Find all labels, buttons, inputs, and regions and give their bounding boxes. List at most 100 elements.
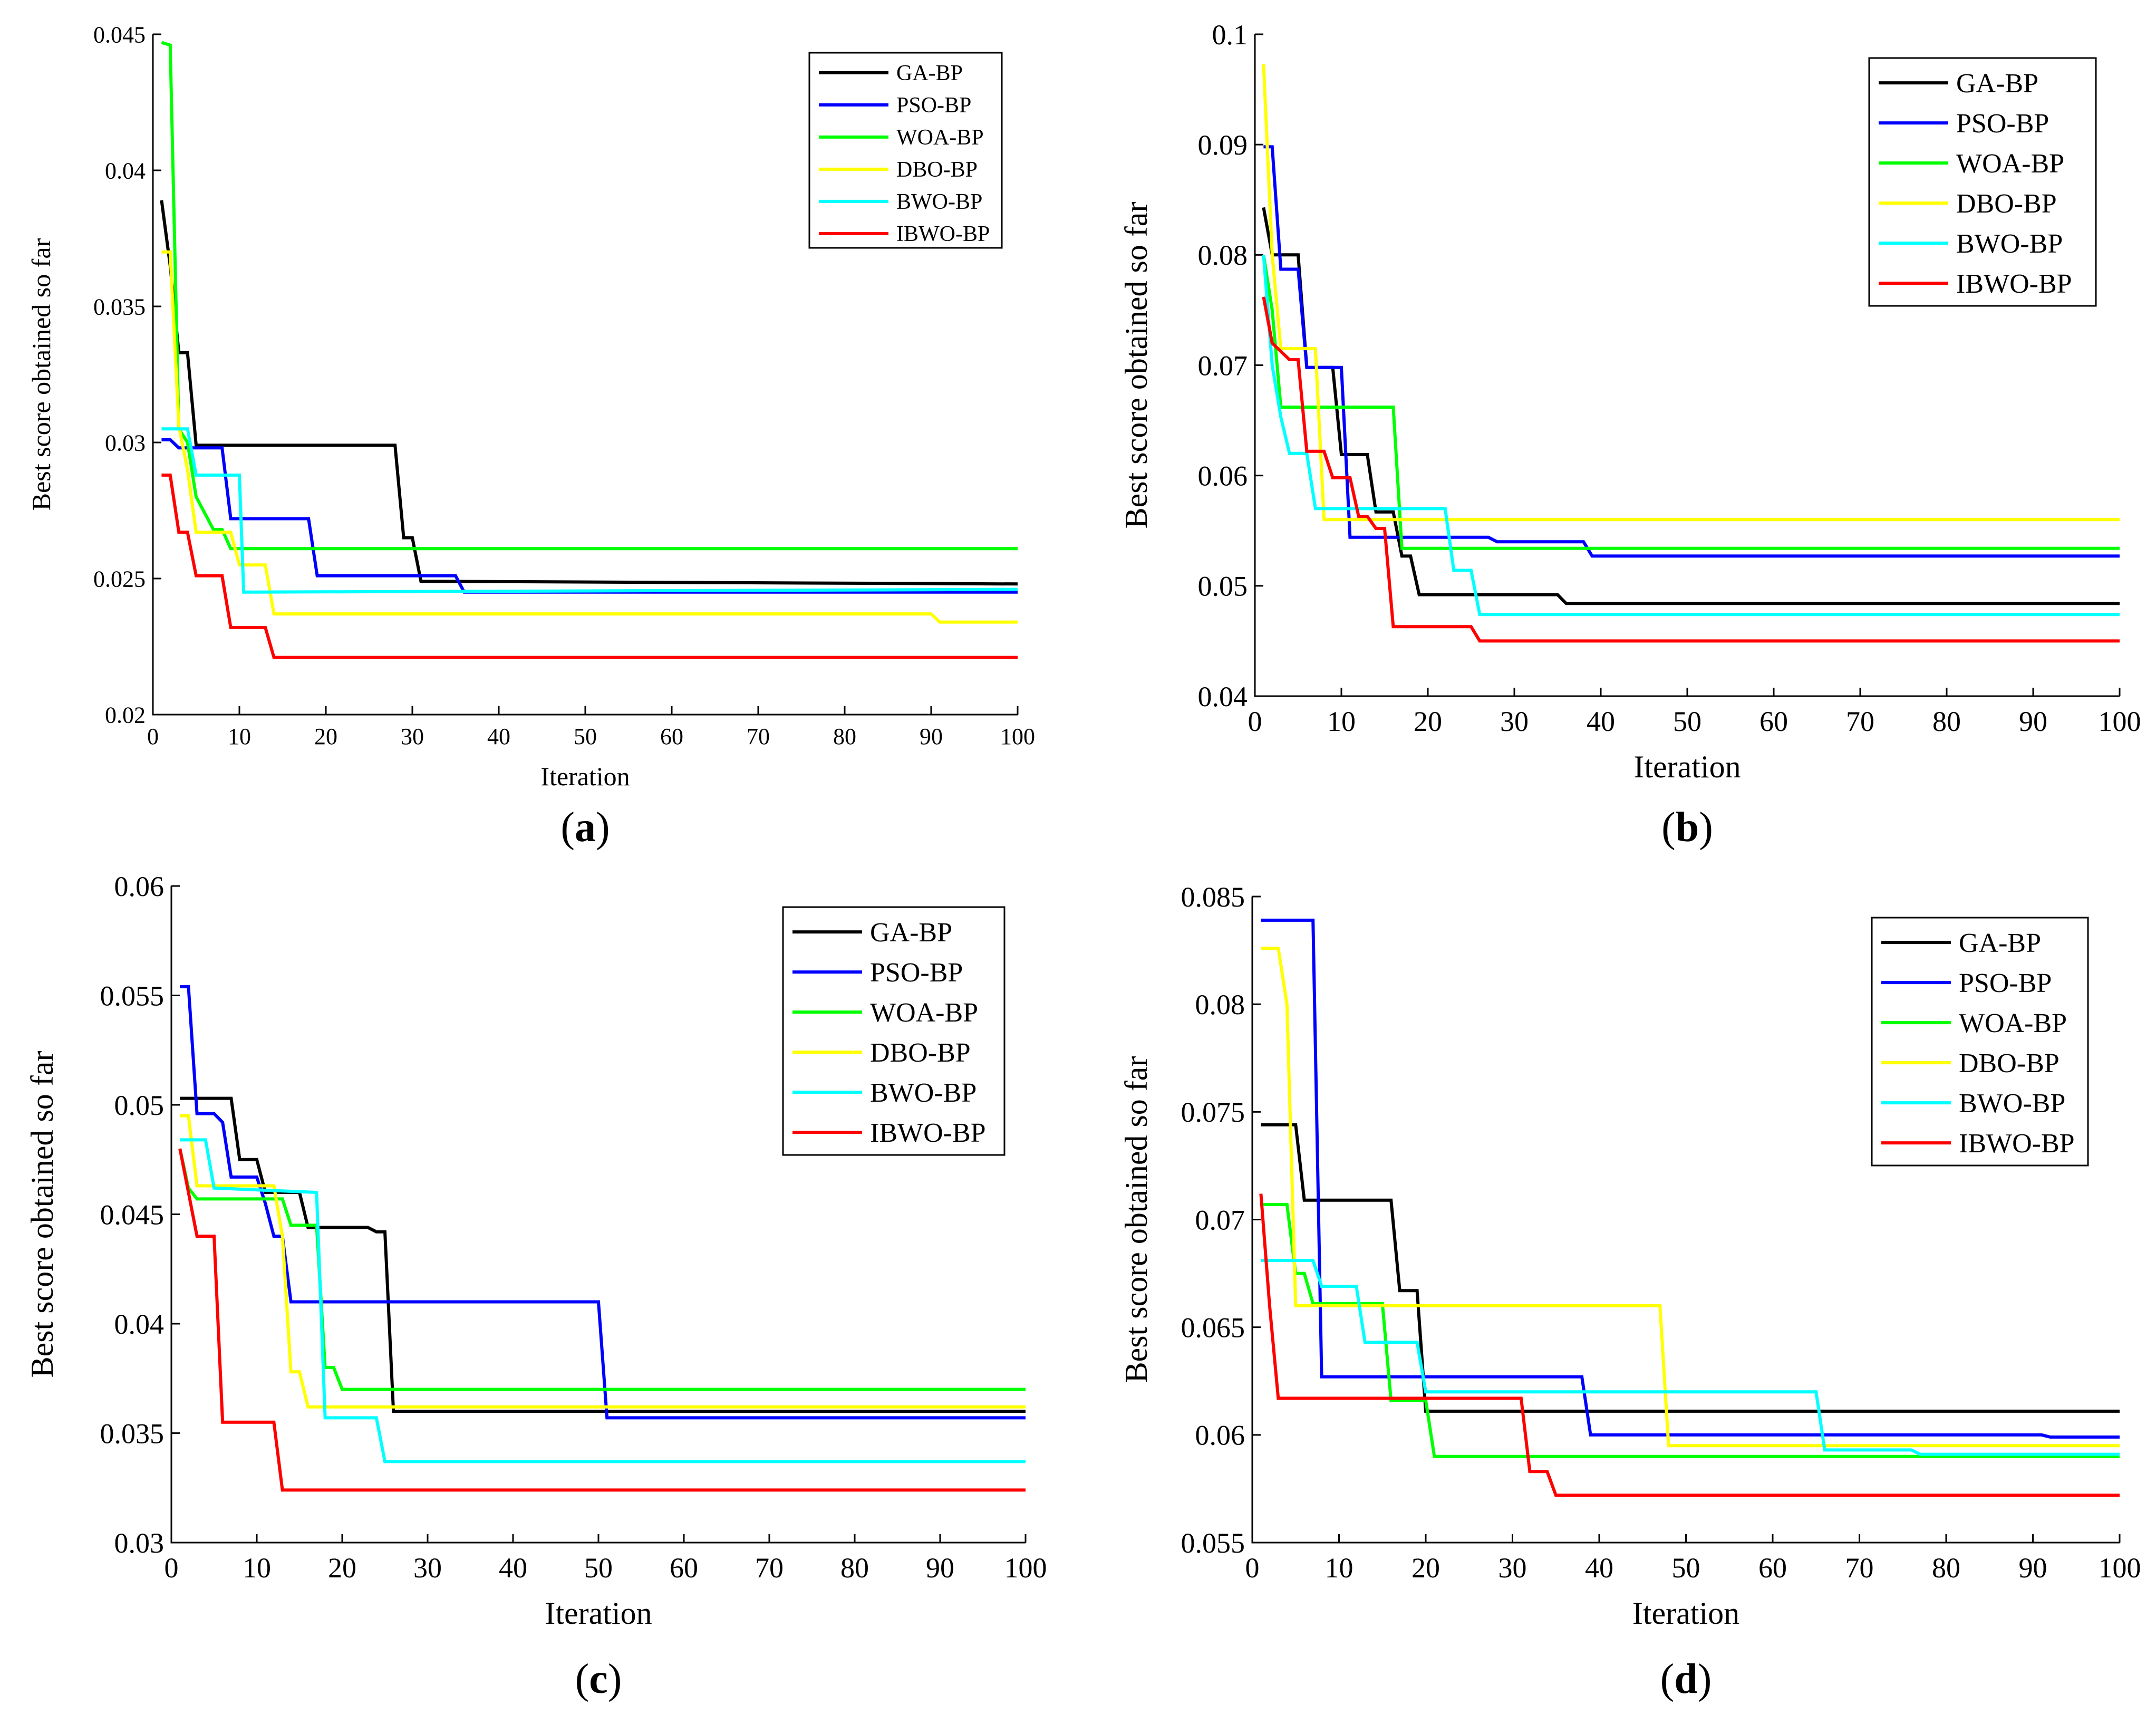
x-tick-label: 100 — [2099, 1552, 2141, 1584]
legend-label-pso-bp: PSO-BP — [870, 958, 963, 988]
y-tick-label: 0.045 — [100, 1199, 165, 1230]
x-tick-label: 20 — [1411, 1552, 1440, 1584]
x-tick-label: 10 — [243, 1552, 271, 1584]
x-tick-label: 100 — [1000, 724, 1035, 749]
legend-label-woa-bp: WOA-BP — [1959, 1008, 2067, 1038]
panel-caption: (c) — [575, 1656, 622, 1702]
legend-label-ibwo-bp: IBWO-BP — [1956, 269, 2072, 299]
series-line-bwo-bp — [180, 1138, 1026, 1463]
x-tick-label: 0 — [1248, 706, 1262, 737]
series-line-ibwo-bp — [1262, 296, 2120, 643]
y-tick-label: 0.035 — [93, 294, 146, 320]
y-tick-label: 0.06 — [114, 871, 165, 902]
series-line-ibwo-bp — [178, 1148, 1026, 1492]
x-tick-label: 30 — [413, 1552, 442, 1584]
y-tick-label: 0.035 — [100, 1418, 165, 1449]
y-tick-label: 0.055 — [1181, 1527, 1245, 1559]
series-line-pso-bp — [161, 438, 1018, 594]
x-tick-label: 0 — [165, 1552, 179, 1584]
legend-label-dbo-bp: DBO-BP — [1956, 189, 2057, 219]
legend-label-pso-bp: PSO-BP — [1959, 968, 2052, 998]
y-tick-label: 0.045 — [93, 22, 146, 47]
y-axis-title: Best score obtained so far — [1119, 1056, 1154, 1383]
legend-label-woa-bp: WOA-BP — [896, 126, 984, 150]
chart-panel-a: 0 10 20 30 40 50 60 70 80 90 100 0.02 0.025 0.03 0.035… — [26, 22, 1035, 851]
y-tick-label: 0.065 — [1181, 1312, 1245, 1344]
x-tick-label: 50 — [584, 1552, 613, 1584]
x-tick-label: 50 — [1673, 706, 1701, 737]
panel-caption: (b) — [1661, 804, 1713, 851]
series-line-ga-bp — [160, 200, 1018, 586]
x-tick-label: 100 — [2099, 706, 2141, 737]
legend: GA-BP PSO-BP WOA-BP DBO-BP BWO-BP IBWO-BP — [808, 52, 1003, 249]
x-tick-label: 80 — [833, 724, 856, 749]
x-tick-label: 20 — [1414, 706, 1442, 737]
series-line-woa-bp — [161, 41, 1018, 551]
x-tick-label: 80 — [1932, 1552, 1960, 1584]
series-line-woa-bp — [178, 1148, 1026, 1391]
x-tick-label: 30 — [401, 724, 424, 749]
x-tick-label: 90 — [2019, 706, 2047, 737]
x-tick-label: 80 — [1932, 706, 1961, 737]
legend: GA-BP PSO-BP WOA-BP DBO-BP BWO-BP IBWO-BP — [782, 906, 1006, 1156]
legend-label-dbo-bp: DBO-BP — [870, 1038, 971, 1068]
panel-caption: (a) — [560, 804, 610, 851]
y-tick-label: 0.03 — [105, 430, 146, 456]
x-axis-title: Iteration — [545, 1596, 652, 1631]
x-tick-label: 60 — [660, 724, 683, 749]
series-line-pso-bp — [1261, 918, 2120, 1439]
series-line-pso-bp — [1263, 145, 2120, 558]
x-tick-label: 60 — [1759, 706, 1788, 737]
x-tick-label: 90 — [926, 1552, 954, 1584]
x-tick-label: 100 — [1004, 1552, 1047, 1584]
legend-label-ibwo-bp: IBWO-BP — [896, 222, 990, 246]
x-axis-title: Iteration — [1633, 749, 1741, 784]
x-tick-label: 90 — [920, 724, 943, 749]
x-tick-label: 20 — [328, 1552, 356, 1584]
y-tick-label: 0.05 — [114, 1090, 165, 1121]
y-tick-label: 0.08 — [1195, 989, 1245, 1020]
x-tick-label: 10 — [1327, 706, 1356, 737]
y-axis-title: Best score obtained so far — [26, 238, 56, 511]
x-tick-label: 70 — [1845, 1552, 1874, 1584]
x-tick-label: 20 — [314, 724, 337, 749]
legend-label-pso-bp: PSO-BP — [896, 93, 971, 118]
series-line-bwo-bp — [161, 427, 1018, 594]
x-tick-label: 0 — [1245, 1552, 1260, 1584]
x-axis-title: Iteration — [540, 762, 630, 791]
legend-label-ibwo-bp: IBWO-BP — [870, 1118, 986, 1148]
legend-label-bwo-bp: BWO-BP — [1956, 229, 2063, 259]
chart-panel-d: 0 10 20 30 40 50 60 70 80 90 100 0.055 0.06 0.065 0.07… — [1119, 881, 2141, 1702]
legend: GA-BP PSO-BP WOA-BP DBO-BP BWO-BP IBWO-BP — [1871, 917, 2089, 1167]
x-tick-label: 50 — [574, 724, 597, 749]
x-tick-label: 70 — [1846, 706, 1874, 737]
legend-label-ga-bp: GA-BP — [1956, 69, 2038, 99]
x-tick-label: 70 — [747, 724, 770, 749]
legend-label-ibwo-bp: IBWO-BP — [1959, 1129, 2075, 1159]
legend-box — [1871, 917, 2089, 1167]
x-tick-label: 10 — [1325, 1552, 1353, 1584]
legend-label-pso-bp: PSO-BP — [1956, 109, 2049, 139]
y-tick-label: 0.06 — [1195, 1420, 1245, 1451]
y-tick-label: 0.025 — [93, 566, 146, 592]
y-tick-label: 0.075 — [1181, 1096, 1245, 1128]
x-tick-label: 80 — [840, 1552, 869, 1584]
series-line-ibwo-bp — [161, 473, 1018, 659]
legend-label-woa-bp: WOA-BP — [1956, 149, 2064, 179]
y-tick-label: 0.08 — [1198, 239, 1248, 271]
legend-label-bwo-bp: BWO-BP — [1959, 1089, 2065, 1119]
series-line-ibwo-bp — [1259, 1193, 2120, 1497]
y-tick-label: 0.1 — [1212, 19, 1248, 51]
x-axis-title: Iteration — [1632, 1596, 1739, 1631]
y-axis-title: Best score obtained so far — [25, 1051, 60, 1378]
series-line-dbo-bp — [161, 250, 1018, 624]
x-tick-label: 90 — [2019, 1552, 2047, 1584]
series-line-bwo-bp — [1262, 255, 2120, 617]
legend: GA-BP PSO-BP WOA-BP DBO-BP BWO-BP IBWO-BP — [1868, 57, 2097, 307]
x-tick-label: 60 — [670, 1552, 698, 1584]
legend-label-ga-bp: GA-BP — [1959, 928, 2041, 958]
y-tick-label: 0.02 — [105, 702, 146, 728]
series-line-ga-bp — [180, 1096, 1026, 1413]
x-tick-label: 40 — [487, 724, 510, 749]
